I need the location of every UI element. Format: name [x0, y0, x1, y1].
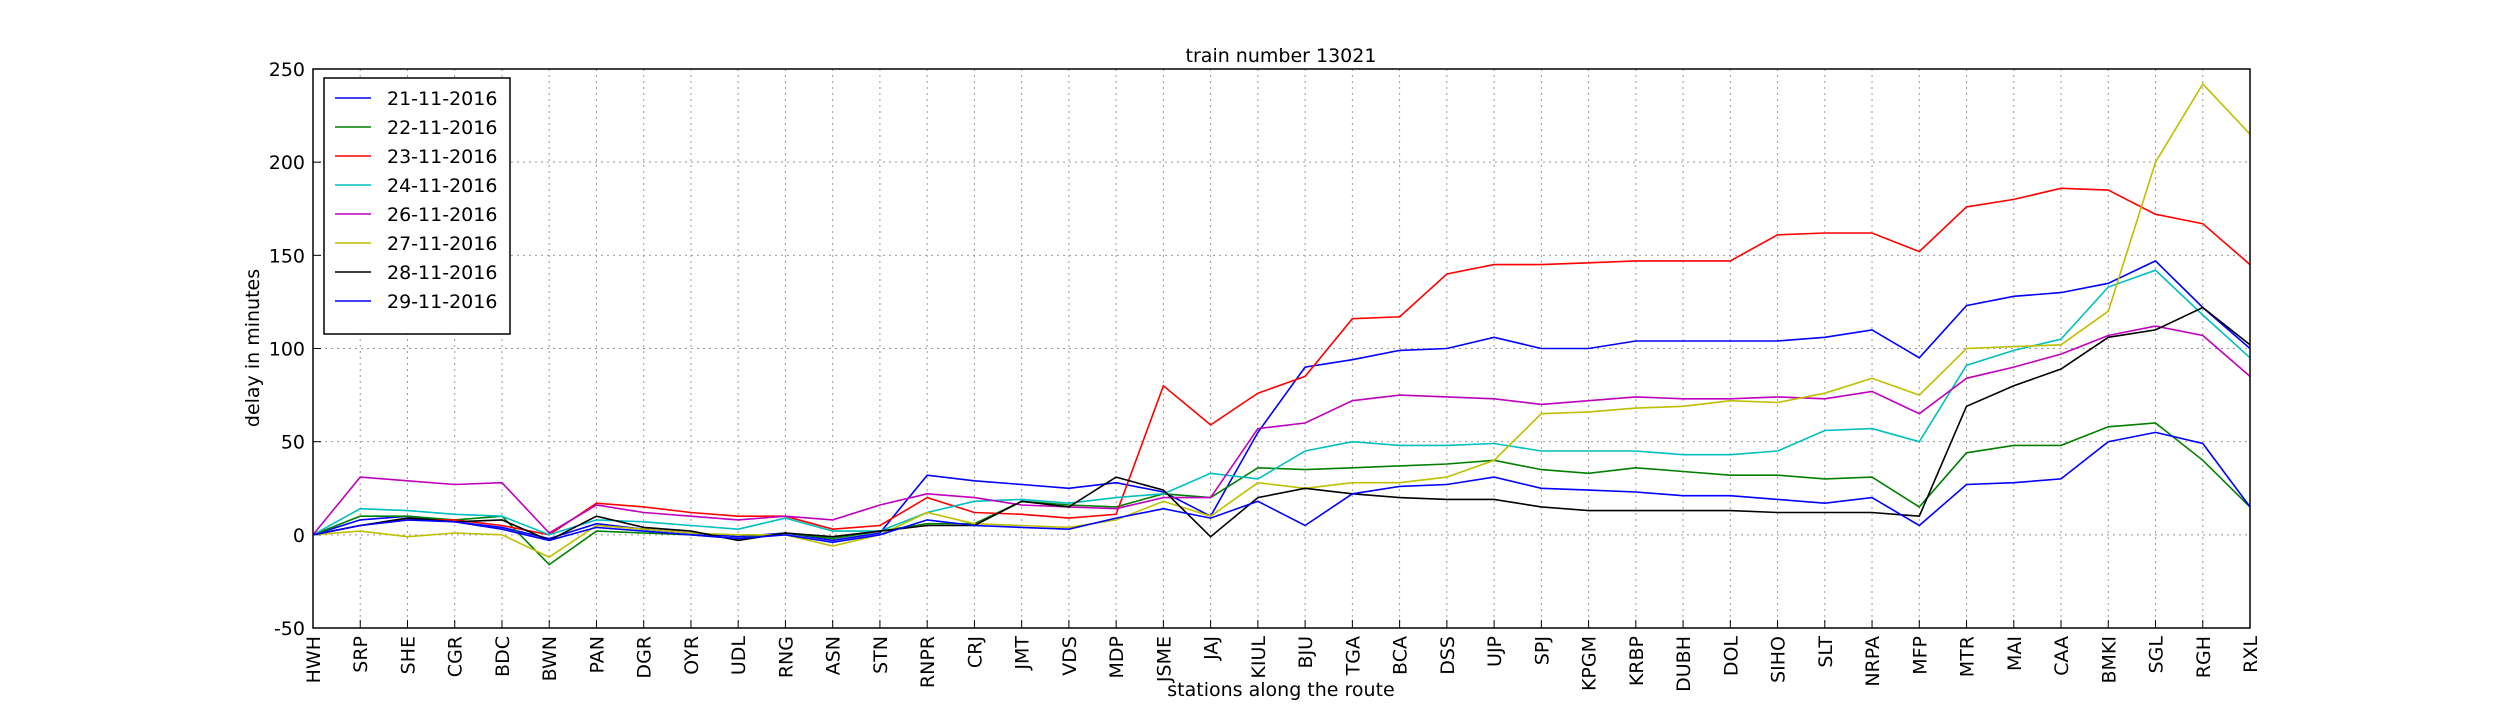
x-tick-label: JMT — [1012, 636, 1034, 671]
data-line — [312, 259, 2251, 542]
x-tick-label: MAI — [2004, 636, 2026, 671]
x-tick-label: SPJ — [1531, 636, 1553, 665]
x-tick-label: ASN — [823, 636, 845, 675]
legend-label: 28-11-2016 — [387, 262, 497, 284]
x-tick-label: RXL — [2240, 636, 2262, 673]
data-line — [312, 187, 2251, 536]
x-tick-label: PAN — [586, 636, 608, 673]
x-tick-label: DUBH — [1673, 636, 1695, 692]
legend-box — [323, 77, 511, 335]
x-tick-label: RNG — [775, 636, 797, 678]
legend-label: 23-11-2016 — [387, 146, 497, 168]
y-tick-label: 0 — [293, 525, 305, 547]
x-tick-label: RGH — [2193, 636, 2215, 678]
x-tick-label: CGR — [445, 636, 467, 677]
x-tick-label: KRBP — [1626, 636, 1648, 686]
x-tick-label: SGL — [2146, 636, 2168, 674]
x-tick-label: DOL — [1720, 636, 1742, 677]
x-tick-label: MTR — [1957, 636, 1979, 677]
data-line — [312, 325, 2251, 536]
x-tick-label: BWN — [539, 636, 561, 681]
y-tick-label: 200 — [269, 152, 305, 174]
x-tick-label: VDS — [1059, 636, 1081, 676]
y-tick-label: 50 — [281, 432, 305, 454]
x-tick-label: STN — [870, 636, 892, 674]
legend-label: 22-11-2016 — [387, 117, 497, 139]
data-line — [312, 82, 2251, 559]
x-tick-label: HWH — [303, 636, 325, 683]
x-tick-label: TGA — [1342, 636, 1364, 676]
x-tick-label: DSS — [1437, 636, 1459, 675]
x-tick-label: BDC — [492, 636, 514, 677]
x-tick-label: KIUL — [1248, 636, 1270, 679]
x-tick-label: SRP — [350, 636, 372, 673]
legend-label: 21-11-2016 — [387, 88, 497, 110]
y-tick-label: 150 — [269, 245, 305, 267]
x-tick-label: CRJ — [964, 636, 986, 668]
y-axis-label: delay in minutes — [242, 269, 264, 427]
legend-label: 29-11-2016 — [387, 291, 497, 313]
legend: 21-11-2016 22-11-2016 23-11-2016 24-11-2016… — [323, 77, 511, 335]
plot-frame — [312, 68, 2251, 629]
x-tick-label: UJP — [1484, 636, 1506, 667]
x-axis-label: stations along the route — [1167, 679, 1394, 700]
data-line — [312, 422, 2251, 566]
x-tick-label: JSME — [1153, 636, 1175, 683]
x-tick-label: MFP — [1909, 636, 1931, 675]
data-line — [312, 431, 2251, 544]
y-tick-label: 250 — [269, 59, 305, 81]
x-tick-label: BCA — [1390, 636, 1412, 675]
x-tick-label: NRPA — [1862, 636, 1884, 687]
chart-title: train number 13021 — [1186, 45, 1377, 67]
legend-label: 26-11-2016 — [387, 204, 497, 226]
x-tick-label: JAJ — [1201, 636, 1223, 661]
x-tick-label: OYR — [681, 636, 703, 675]
x-tick-label: RNPR — [917, 636, 939, 688]
x-tick-label: SIHO — [1768, 636, 1790, 683]
x-tick-label: BJU — [1295, 636, 1317, 669]
x-tick-label: KPGM — [1579, 636, 1601, 691]
legend-label: 24-11-2016 — [387, 175, 497, 197]
data-line — [312, 269, 2251, 536]
x-tick-label: SLT — [1815, 636, 1837, 668]
y-tick-label: 100 — [269, 339, 305, 361]
legend-label: 27-11-2016 — [387, 233, 497, 255]
x-tick-label: BMKI — [2098, 636, 2120, 684]
data-line — [312, 306, 2251, 542]
x-tick-label: DGR — [634, 636, 656, 679]
x-tick-label: UDL — [728, 636, 750, 676]
y-tick-label: -50 — [274, 618, 305, 640]
x-tick-label: SHE — [397, 636, 419, 674]
x-tick-label: CAA — [2051, 636, 2073, 676]
x-tick-label: MDP — [1106, 636, 1128, 678]
